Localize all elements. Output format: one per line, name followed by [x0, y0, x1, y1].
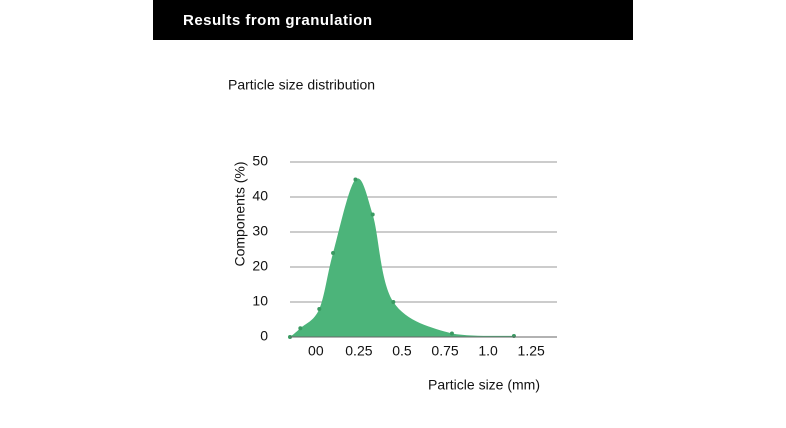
x-tick-label: 00 [308, 343, 324, 359]
area [290, 178, 514, 337]
x-tick-label: 0.75 [431, 343, 458, 359]
data-point [370, 212, 375, 217]
x-tick-label: 0.5 [392, 343, 412, 359]
chart-title: Particle size distribution [228, 77, 375, 93]
y-tick-label: 40 [252, 188, 268, 204]
data-point [331, 251, 336, 255]
header-bar [153, 0, 633, 40]
x-tick-label: 1.0 [478, 343, 498, 359]
y-axis-label: Components (%) [232, 161, 248, 266]
y-tick-label: 0 [260, 328, 268, 344]
y-tick-label: 50 [252, 153, 268, 169]
x-axis-label: Particle size (mm) [428, 377, 540, 393]
x-tick-label: 1.25 [518, 343, 545, 359]
data-point [298, 326, 303, 331]
data-point [317, 307, 322, 311]
data-point [353, 177, 358, 182]
y-tick-label: 10 [252, 293, 268, 309]
x-tick-label: 0.25 [345, 343, 372, 359]
y-tick-label: 20 [252, 258, 268, 274]
y-tick-label: 30 [252, 223, 268, 239]
data-point [449, 331, 454, 336]
data-point [391, 300, 396, 304]
header-title: Results from granulation [183, 12, 373, 29]
